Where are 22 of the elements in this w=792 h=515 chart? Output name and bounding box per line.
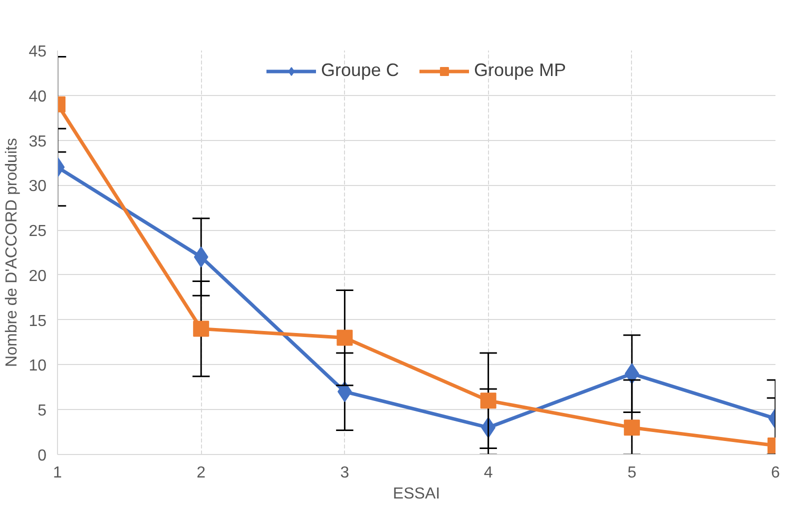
y-tick-label: 5	[38, 402, 47, 420]
y-tick-label: 40	[28, 88, 47, 106]
x-tick-label: 4	[484, 464, 493, 482]
y-tick-label: 30	[28, 178, 47, 196]
y-axis-title: Nombre de D'ACCORD produits	[4, 138, 21, 367]
y-tick-label: 25	[28, 223, 47, 240]
point	[336, 330, 353, 346]
y-tick-label: 0	[38, 448, 47, 464]
point	[480, 392, 496, 409]
x-tick-label: 1	[53, 464, 62, 482]
x-tick-label: 6	[771, 464, 780, 482]
x-tick-label: 3	[340, 464, 350, 482]
y-tick-label: 20	[28, 268, 47, 285]
y-tick-label: 45	[28, 44, 47, 60]
x-tick-label: 5	[627, 464, 636, 482]
legend-label: Groupe C	[320, 60, 399, 81]
y-tick-label: 10	[28, 358, 47, 375]
legend-label: Groupe MP	[474, 60, 566, 81]
x-axis-title: ESSAI	[392, 486, 440, 502]
y-tick-label: 35	[28, 133, 47, 150]
y-tick-label: 15	[28, 312, 47, 330]
x-tick-label: 2	[196, 464, 206, 482]
